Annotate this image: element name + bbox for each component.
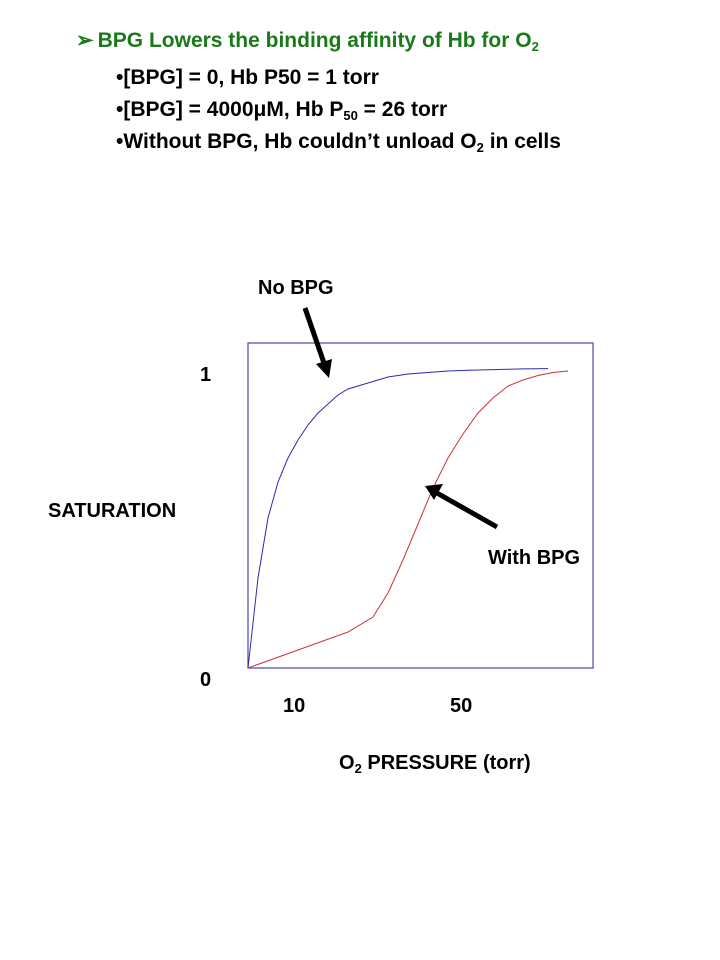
bullet-3-text-b: in cells [483,130,561,153]
bullet-2-text-a: [BPG] = 4000 [123,98,254,121]
x-axis-label-suffix: PRESSURE (torr) [361,752,531,774]
bullet-2-text-b: M, Hb P [266,98,344,121]
title-text: BPG Lowers the binding affinity of Hb fo… [97,29,532,52]
bullet-3-text-a: Without BPG, Hb couldn’t unload O [123,130,477,153]
x-tick-label-10: 10 [283,695,306,717]
bullet-2-mu: μ [253,98,267,121]
bullet-2-subscript: 50 [343,108,358,123]
annotation-no-bpg: No BPG [258,277,334,299]
bullet-1: •[BPG] = 0, Hb P50 = 1 torr [116,66,379,90]
x-axis-label-subscript: 2 [354,761,362,776]
no-bpg-arrowhead [316,359,332,378]
title-subscript: 2 [531,39,539,54]
bullet-2: •[BPG] = 4000μM, Hb P50 = 26 torr [116,98,447,122]
series-line-no-bpg [247,368,549,669]
bullet-dot-icon: • [116,130,124,153]
slide-title: ➢ BPG Lowers the binding affinity of Hb f… [76,28,539,53]
plot-frame [247,342,594,669]
bullet-dot-icon: • [116,66,124,89]
annotation-with-bpg: With BPG [488,547,581,569]
bullet-1-text: [BPG] = 0, Hb P50 = 1 torr [123,66,379,89]
no-bpg-arrow [302,307,328,367]
with-bpg-arrowhead [425,484,443,500]
x-axis-label-prefix: O [339,752,355,774]
series-line-with-bpg [247,370,569,669]
y-tick-label-0: 0 [200,669,212,691]
bullet-3-subscript: 2 [476,140,484,155]
x-axis-label: O2 PRESSURE (torr) [339,752,531,775]
y-axis-label: SATURATION [48,500,177,522]
y-tick-label-1: 1 [200,364,212,386]
bullet-dot-icon: • [116,98,124,121]
bullet-3: •Without BPG, Hb couldn’t unload O2 in c… [116,130,561,154]
x-tick-label-50: 50 [450,695,473,717]
bullet-2-text-c: = 26 torr [357,98,448,121]
with-bpg-arrow [435,490,499,530]
arrow-bullet-icon: ➢ [76,29,94,52]
